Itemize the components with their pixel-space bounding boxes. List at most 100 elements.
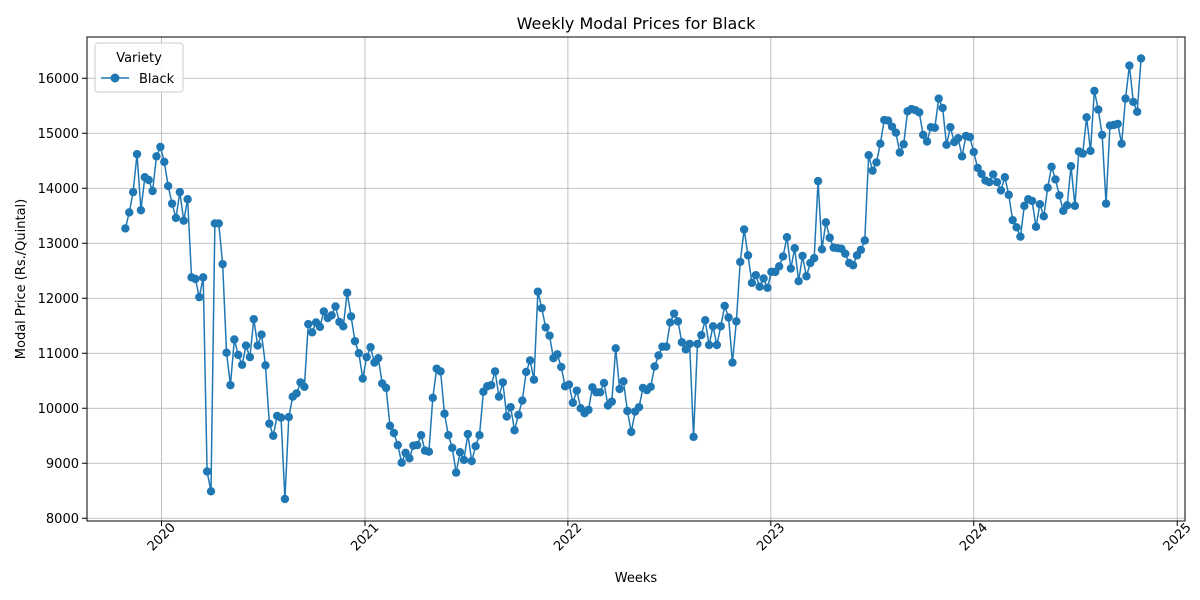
data-point: [1012, 223, 1021, 232]
data-point: [198, 273, 208, 282]
data-point: [498, 378, 508, 387]
data-point: [222, 348, 231, 357]
data-point: [595, 388, 605, 397]
data-point: [339, 322, 348, 331]
data-point: [708, 322, 718, 331]
data-point: [265, 419, 274, 428]
data-point: [179, 216, 188, 225]
data-point: [1031, 222, 1041, 231]
data-point: [541, 323, 550, 332]
y-tick-label: 11000: [38, 347, 79, 362]
data-point: [451, 468, 461, 477]
data-point: [191, 274, 200, 284]
data-point: [1016, 232, 1025, 241]
data-point: [128, 187, 138, 197]
data-point: [930, 123, 940, 132]
data-point: [809, 253, 819, 263]
data-point: [362, 352, 371, 362]
data-point: [934, 94, 943, 103]
data-point: [992, 178, 1002, 187]
data-point: [471, 442, 480, 451]
data-point: [654, 351, 663, 360]
data-point: [1113, 119, 1122, 129]
data-point: [599, 378, 609, 388]
data-point: [868, 166, 877, 175]
data-point: [716, 322, 725, 331]
data-point: [459, 455, 469, 465]
x-axis-label: Weeks: [615, 571, 658, 586]
data-point: [331, 302, 340, 311]
data-point: [864, 151, 873, 160]
data-point: [366, 343, 375, 352]
data-point: [253, 341, 262, 350]
data-point: [973, 163, 982, 173]
data-point: [319, 307, 329, 316]
data-point: [121, 224, 130, 233]
data-point: [1129, 97, 1138, 107]
data-point: [506, 402, 515, 412]
data-point: [413, 440, 422, 450]
data-point: [627, 427, 636, 437]
data-point: [245, 352, 255, 362]
data-point: [996, 186, 1006, 195]
data-point: [794, 277, 803, 286]
data-point: [1132, 107, 1142, 117]
data-point: [374, 354, 383, 363]
data-point: [798, 251, 807, 261]
data-point: [1051, 175, 1060, 184]
data-point: [568, 398, 578, 407]
data-point: [739, 225, 749, 234]
data-point: [518, 396, 527, 405]
data-point: [662, 342, 671, 351]
data-point: [358, 374, 367, 383]
data-point: [611, 344, 620, 353]
data-point: [463, 429, 473, 439]
data-point: [455, 448, 465, 457]
data-point: [167, 199, 177, 208]
data-point: [778, 252, 788, 261]
data-point: [872, 158, 881, 167]
data-point: [953, 134, 963, 143]
data-point: [1066, 162, 1076, 171]
data-point: [280, 494, 290, 504]
y-tick-label: 9000: [46, 457, 79, 472]
data-point: [350, 336, 360, 346]
data-point: [693, 339, 702, 349]
data-point: [307, 328, 317, 337]
data-point: [292, 389, 301, 398]
data-point: [502, 412, 511, 421]
data-point: [226, 380, 235, 390]
data-point: [405, 454, 414, 463]
data-point: [304, 319, 313, 329]
data-point: [1125, 61, 1134, 70]
data-point: [1097, 130, 1107, 140]
data-point: [448, 443, 457, 453]
data-point: [393, 440, 402, 450]
data-point: [786, 264, 796, 273]
data-point: [183, 195, 192, 204]
data-point: [533, 287, 543, 296]
data-point: [152, 152, 161, 161]
data-point: [1136, 54, 1146, 63]
data-point: [1090, 86, 1099, 96]
data-point: [965, 132, 975, 142]
grid-lines: [87, 37, 1185, 521]
data-point: [669, 309, 679, 318]
data-point: [522, 367, 531, 377]
data-point: [234, 350, 243, 360]
data-point: [774, 262, 784, 271]
data-point: [899, 140, 908, 149]
data-point: [895, 148, 904, 157]
data-point: [720, 301, 729, 311]
plot-frame: [86, 36, 1186, 522]
data-point: [646, 382, 655, 391]
data-point: [1094, 105, 1103, 114]
data-point: [397, 458, 406, 467]
data-point: [572, 386, 581, 395]
data-point: [876, 139, 885, 148]
data-point: [817, 245, 827, 254]
data-point: [918, 130, 928, 140]
data-point: [525, 356, 535, 365]
data-point: [938, 103, 947, 113]
chart-title: Weekly Modal Prices for Black: [517, 14, 756, 33]
